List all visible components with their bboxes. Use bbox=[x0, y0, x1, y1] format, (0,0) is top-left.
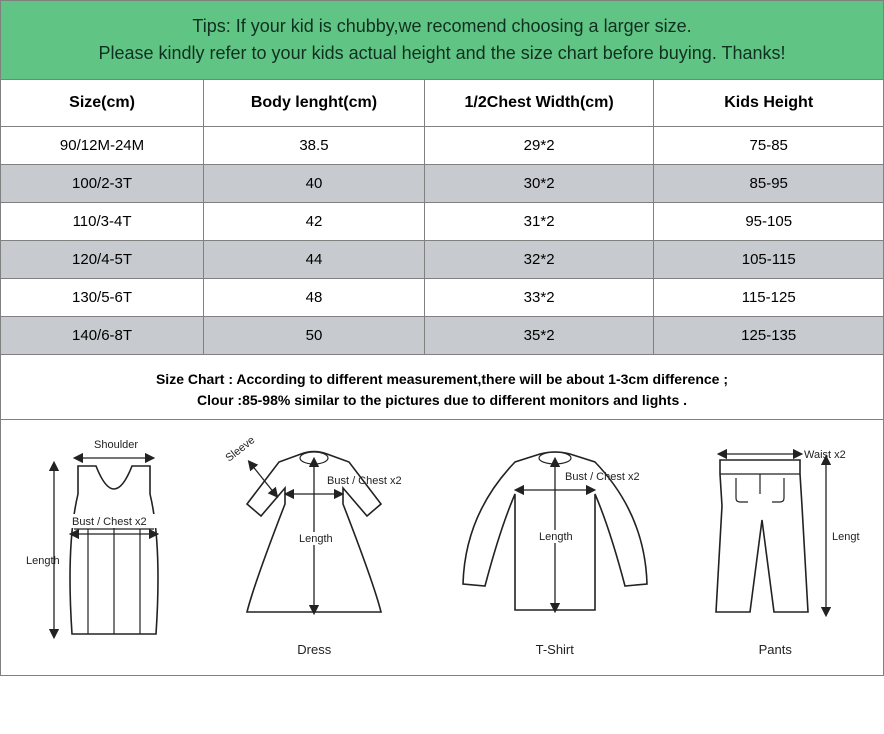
cell: 29*2 bbox=[424, 127, 654, 165]
table-row: 120/4-5T 44 32*2 105-115 bbox=[1, 241, 884, 279]
cell: 33*2 bbox=[424, 279, 654, 317]
cell: 30*2 bbox=[424, 165, 654, 203]
cell: 75-85 bbox=[654, 127, 884, 165]
waist-label: Waist x2 bbox=[804, 449, 846, 461]
size-table: Size(cm) Body lenght(cm) 1/2Chest Width(… bbox=[0, 79, 884, 355]
pants-caption: Pants bbox=[759, 642, 792, 657]
cell: 85-95 bbox=[654, 165, 884, 203]
dress-caption: Dress bbox=[297, 642, 331, 657]
cell: 140/6-8T bbox=[1, 317, 204, 355]
pants-icon: Waist x2 Length bbox=[690, 434, 860, 634]
tshirt-icon: Bust / Chest x2 Length bbox=[445, 434, 665, 634]
length-label: Length bbox=[26, 555, 60, 567]
cell: 40 bbox=[204, 165, 425, 203]
cell: 115-125 bbox=[654, 279, 884, 317]
diagram-tshirt: Bust / Chest x2 Length T-Shirt bbox=[445, 434, 665, 657]
bust-label: Bust / Chest x2 bbox=[72, 516, 147, 528]
cell: 105-115 bbox=[654, 241, 884, 279]
diagram-pants: Waist x2 Length Pants bbox=[690, 434, 860, 657]
cell: 42 bbox=[204, 203, 425, 241]
table-row: 90/12M-24M 38.5 29*2 75-85 bbox=[1, 127, 884, 165]
tips-line2: Please kindly refer to your kids actual … bbox=[11, 40, 873, 67]
cell: 100/2-3T bbox=[1, 165, 204, 203]
cell: 95-105 bbox=[654, 203, 884, 241]
bust-label: Bust / Chest x2 bbox=[327, 475, 402, 487]
sleeve-label: Sleeve bbox=[224, 434, 258, 464]
table-row: 110/3-4T 42 31*2 95-105 bbox=[1, 203, 884, 241]
top-icon: Shoulder Bust / Chest x2 Length bbox=[24, 434, 184, 654]
cell: 120/4-5T bbox=[1, 241, 204, 279]
shoulder-label: Shoulder bbox=[94, 439, 138, 451]
notes-line2: Clour :85-98% similar to the pictures du… bbox=[41, 390, 843, 411]
cell: 31*2 bbox=[424, 203, 654, 241]
bust-label: Bust / Chest x2 bbox=[565, 471, 640, 483]
table-row: 140/6-8T 50 35*2 125-135 bbox=[1, 317, 884, 355]
cell: 50 bbox=[204, 317, 425, 355]
notes-line1: Size Chart : According to different meas… bbox=[41, 369, 843, 390]
cell: 125-135 bbox=[654, 317, 884, 355]
diagram-dress: Sleeve Bust / Chest x2 Length Dress bbox=[209, 434, 419, 657]
dress-icon: Sleeve Bust / Chest x2 Length bbox=[209, 434, 419, 634]
tshirt-caption: T-Shirt bbox=[536, 642, 574, 657]
cell: 35*2 bbox=[424, 317, 654, 355]
table-row: 130/5-6T 48 33*2 115-125 bbox=[1, 279, 884, 317]
cell: 48 bbox=[204, 279, 425, 317]
diagrams-row: Shoulder Bust / Chest x2 Length Slee bbox=[0, 420, 884, 676]
cell: 32*2 bbox=[424, 241, 654, 279]
length-label: Length bbox=[832, 531, 860, 543]
cell: 44 bbox=[204, 241, 425, 279]
col-chest-width: 1/2Chest Width(cm) bbox=[424, 80, 654, 127]
cell: 38.5 bbox=[204, 127, 425, 165]
col-size: Size(cm) bbox=[1, 80, 204, 127]
cell: 110/3-4T bbox=[1, 203, 204, 241]
col-body-length: Body lenght(cm) bbox=[204, 80, 425, 127]
notes-block: Size Chart : According to different meas… bbox=[0, 355, 884, 420]
table-row: 100/2-3T 40 30*2 85-95 bbox=[1, 165, 884, 203]
col-kids-height: Kids Height bbox=[654, 80, 884, 127]
table-body: 90/12M-24M 38.5 29*2 75-85 100/2-3T 40 3… bbox=[1, 127, 884, 355]
tips-line1: Tips: If your kid is chubby,we recomend … bbox=[11, 13, 873, 40]
length-label: Length bbox=[299, 533, 333, 545]
table-header-row: Size(cm) Body lenght(cm) 1/2Chest Width(… bbox=[1, 80, 884, 127]
length-label: Length bbox=[539, 531, 573, 543]
diagram-top: Shoulder Bust / Chest x2 Length bbox=[24, 434, 184, 654]
cell: 130/5-6T bbox=[1, 279, 204, 317]
tips-banner: Tips: If your kid is chubby,we recomend … bbox=[0, 0, 884, 79]
cell: 90/12M-24M bbox=[1, 127, 204, 165]
